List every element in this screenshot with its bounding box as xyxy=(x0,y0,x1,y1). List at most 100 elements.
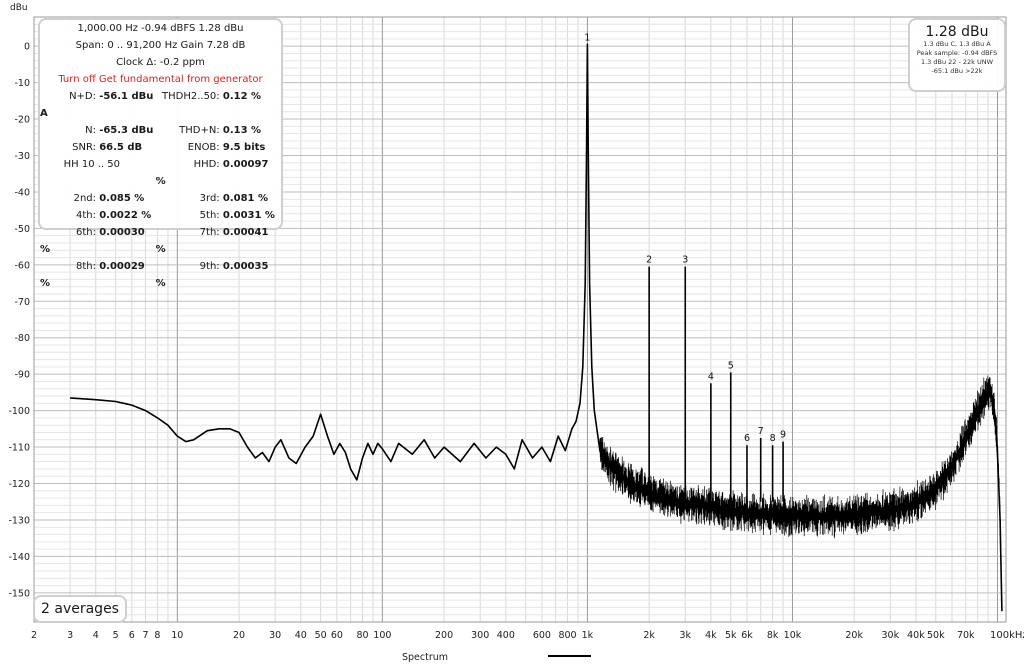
enob-value: 9.5 bits xyxy=(222,142,266,153)
harmonic-label: 6 xyxy=(744,433,750,444)
x-axis-unit-label: 100kHz xyxy=(990,630,1024,641)
level-detail-4: -65.1 dBu >22k xyxy=(931,67,983,75)
spectrum-noise xyxy=(668,480,686,524)
spectrum-noise xyxy=(999,505,1002,599)
h5-value: 0.0031 % xyxy=(222,210,275,221)
spectrum-noise xyxy=(889,486,916,532)
x-tick-label: 8k xyxy=(767,630,779,641)
x-tick-label: 20 xyxy=(233,630,245,641)
x-tick-label: 20k xyxy=(845,630,863,641)
spectrum-noise xyxy=(730,490,747,532)
y-tick-label: -80 xyxy=(14,333,30,344)
h2-value: 0.085 % xyxy=(99,193,145,204)
stats-warning: Turn off Get fundamental from generator xyxy=(58,74,263,85)
y-tick-label: -90 xyxy=(14,370,30,381)
x-tick-label: 8 xyxy=(154,630,160,641)
spectrum-noise xyxy=(828,495,855,539)
stats-line-clock: Clock Δ: -0.2 ppm xyxy=(116,57,205,68)
n-label: N: xyxy=(85,125,96,136)
x-tick-label: 60 xyxy=(331,630,343,641)
h2-label: 2nd: xyxy=(73,193,96,204)
hhd-value: 0.00097 % xyxy=(155,159,269,187)
harmonic-label: 5 xyxy=(728,360,734,371)
y-tick-label: -60 xyxy=(14,260,30,271)
spectrum-noise xyxy=(951,419,966,482)
y-tick-label: -120 xyxy=(8,479,30,490)
y-tick-label: -20 xyxy=(14,115,30,126)
spectrum-noise xyxy=(710,490,731,531)
x-tick-label: 80 xyxy=(356,630,368,641)
x-tick-label: 10 xyxy=(171,630,183,641)
x-tick-label: 3k xyxy=(679,630,691,641)
averages-badge[interactable]: 2 averages xyxy=(33,595,127,623)
stats-line-span: Span: 0 .. 91,200 Hz Gain 7.28 dB xyxy=(75,40,246,51)
y-tick-label: -30 xyxy=(14,151,30,162)
y-tick-label: -140 xyxy=(8,552,30,563)
spectrum-noise xyxy=(599,437,611,486)
spectrum-noise xyxy=(985,375,992,411)
spectrum-noise xyxy=(990,384,995,426)
plot-frame xyxy=(33,16,1007,623)
h3-value: 0.081 % xyxy=(222,193,268,204)
harmonic-label: 1 xyxy=(584,32,590,43)
harmonic-label: 7 xyxy=(758,426,764,437)
level-detail-1: 1.3 dBu C, 1.3 dBu A xyxy=(923,40,991,48)
spectrum-noise xyxy=(610,449,624,495)
spectrum-noise xyxy=(977,377,987,431)
x-tick-label: 5 xyxy=(113,630,119,641)
x-tick-label: 30k xyxy=(882,630,900,641)
y-tick-label: -40 xyxy=(14,187,30,198)
level-panel[interactable]: 1.28 dBu 1.3 dBu C, 1.3 dBu A Peak sampl… xyxy=(908,18,1006,92)
thd-label: THDH2..50: xyxy=(162,91,220,102)
y-tick-label: -50 xyxy=(14,224,30,235)
snr-label: SNR: xyxy=(72,142,96,153)
h5-label: 5th: xyxy=(199,210,220,221)
nd-value: -56.1 dBu A xyxy=(40,91,154,119)
y-tick-label: -130 xyxy=(8,515,30,526)
y-tick-label: -70 xyxy=(14,297,30,308)
spectrum-noise xyxy=(994,409,998,459)
x-tick-label: 100 xyxy=(373,630,391,641)
y-tick-label: -10 xyxy=(14,78,30,89)
x-tick-label: 3 xyxy=(67,630,73,641)
stats-panel: 1,000.00 Hz -0.94 dBFS 1.28 dBu Span: 0 … xyxy=(38,18,283,289)
x-tick-label: 6 xyxy=(129,630,135,641)
x-tick-label: 70k xyxy=(957,630,975,641)
x-tick-label: 10k xyxy=(784,630,802,641)
spectrum-noise xyxy=(623,460,635,504)
h7-label: 7th: xyxy=(199,227,220,238)
harmonic-label: 4 xyxy=(708,371,714,382)
h3-label: 3rd: xyxy=(199,193,220,204)
x-tick-label: 5k xyxy=(725,630,737,641)
x-tick-label: 4 xyxy=(93,630,99,641)
enob-label: ENOB: xyxy=(187,142,220,153)
harmonic-label: 3 xyxy=(682,255,688,266)
x-tick-label: 30 xyxy=(269,630,281,641)
h9-value: 0.00035 % xyxy=(155,261,269,289)
hhd-label: HHD: xyxy=(193,159,220,170)
h8-label: 8th: xyxy=(76,261,96,272)
h7-value: 0.00041 % xyxy=(155,227,269,255)
stats-line-frequency: 1,000.00 Hz -0.94 dBFS 1.28 dBu xyxy=(77,23,244,34)
y-tick-label: -100 xyxy=(8,406,30,417)
spectrum-noise xyxy=(746,493,761,534)
thdn-value: 0.13 % xyxy=(222,125,262,136)
hh-label: HH 10 .. 50 xyxy=(63,159,120,170)
h6-value: 0.00030 % xyxy=(40,227,145,255)
spectrum-noise xyxy=(853,492,875,536)
level-detail-2: Peak sample: -0.94 dBFS xyxy=(916,49,998,57)
spectrum-noise xyxy=(772,495,793,537)
x-tick-label: 400 xyxy=(497,630,515,641)
harmonic-label: 8 xyxy=(770,433,776,444)
spectrum-noise xyxy=(935,451,953,505)
thdn-label: THD+N: xyxy=(179,125,220,136)
spectrum-noise xyxy=(634,467,650,507)
snr-value: 66.5 dB xyxy=(99,142,143,153)
y-axis-label: dBu xyxy=(10,3,28,13)
spectrum-noise xyxy=(792,494,829,537)
n-value: -65.3 dBu xyxy=(99,125,154,136)
x-tick-label: 6k xyxy=(741,630,753,641)
x-tick-label: 40k xyxy=(907,630,925,641)
